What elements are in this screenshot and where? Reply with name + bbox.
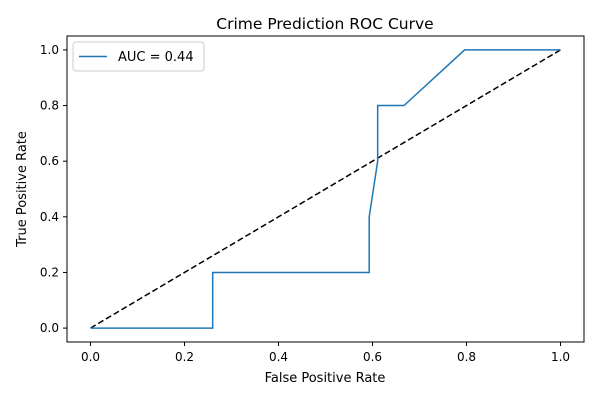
x-tick-label: 0.8 [457, 350, 476, 364]
x-tick-label: 0.6 [363, 350, 382, 364]
legend-box [72, 41, 205, 72]
y-tick-label: 1.0 [40, 43, 59, 57]
y-axis: 0.0 0.2 0.4 0.6 0.8 1.0 [40, 43, 67, 335]
roc-curve-line [90, 49, 561, 329]
chance-diagonal-line [90, 49, 561, 329]
y-tick-label: 0.0 [40, 321, 59, 335]
y-tick-label: 0.2 [40, 265, 59, 279]
plot-area [90, 49, 561, 329]
plot-frame [66, 35, 585, 343]
y-tick-label: 0.6 [40, 154, 59, 168]
x-tick-label: 1.0 [551, 350, 570, 364]
x-axis: 0.0 0.2 0.4 0.6 0.8 1.0 [81, 342, 570, 364]
legend: AUC = 0.44 [72, 41, 205, 72]
x-tick-label: 0.0 [81, 350, 100, 364]
chart-title: Crime Prediction ROC Curve [216, 15, 433, 33]
x-tick-label: 0.4 [269, 350, 288, 364]
x-tick-label: 0.2 [175, 350, 194, 364]
y-tick-label: 0.4 [40, 210, 59, 224]
legend-label: AUC = 0.44 [118, 50, 194, 65]
y-tick-label: 0.8 [40, 99, 59, 113]
y-axis-label: True Positive Rate [15, 131, 30, 248]
x-axis-label: False Positive Rate [265, 371, 386, 386]
